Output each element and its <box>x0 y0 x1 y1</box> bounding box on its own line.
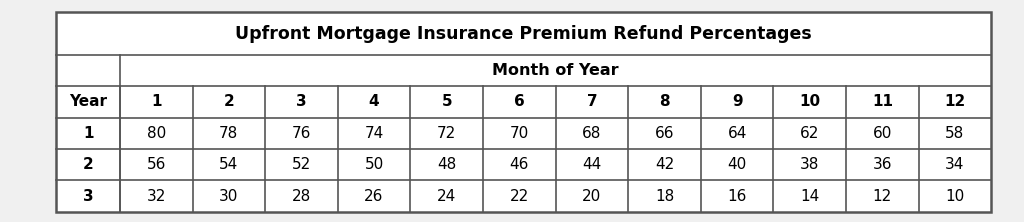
Text: 56: 56 <box>146 157 166 172</box>
Text: 2: 2 <box>223 94 234 109</box>
Text: 6: 6 <box>514 94 524 109</box>
Text: 70: 70 <box>510 126 528 141</box>
Text: 8: 8 <box>659 94 670 109</box>
Text: 1: 1 <box>83 126 93 141</box>
Text: 12: 12 <box>944 94 966 109</box>
Text: 9: 9 <box>732 94 742 109</box>
Text: 1: 1 <box>151 94 162 109</box>
Text: 66: 66 <box>654 126 674 141</box>
Text: 3: 3 <box>296 94 307 109</box>
Text: 62: 62 <box>800 126 819 141</box>
Text: 22: 22 <box>510 189 528 204</box>
Text: 10: 10 <box>945 189 965 204</box>
Text: 40: 40 <box>727 157 746 172</box>
Text: 34: 34 <box>945 157 965 172</box>
Text: 4: 4 <box>369 94 379 109</box>
Text: 14: 14 <box>800 189 819 204</box>
Text: 60: 60 <box>872 126 892 141</box>
Text: 26: 26 <box>365 189 384 204</box>
Text: 72: 72 <box>437 126 457 141</box>
Text: 28: 28 <box>292 189 311 204</box>
Text: 32: 32 <box>146 189 166 204</box>
Text: Year: Year <box>69 94 108 109</box>
Text: 44: 44 <box>583 157 601 172</box>
Text: 18: 18 <box>655 189 674 204</box>
Text: 36: 36 <box>872 157 892 172</box>
Text: 3: 3 <box>83 189 93 204</box>
Text: 74: 74 <box>365 126 384 141</box>
Text: 42: 42 <box>655 157 674 172</box>
Text: 50: 50 <box>365 157 384 172</box>
Text: Upfront Mortgage Insurance Premium Refund Percentages: Upfront Mortgage Insurance Premium Refun… <box>236 25 812 43</box>
Text: 54: 54 <box>219 157 239 172</box>
Text: 24: 24 <box>437 189 457 204</box>
Text: 46: 46 <box>510 157 529 172</box>
Text: 58: 58 <box>945 126 965 141</box>
Text: 16: 16 <box>727 189 746 204</box>
Bar <box>56 12 991 212</box>
Text: 30: 30 <box>219 189 239 204</box>
Text: 11: 11 <box>871 94 893 109</box>
Text: 5: 5 <box>441 94 452 109</box>
Text: 78: 78 <box>219 126 239 141</box>
Text: 52: 52 <box>292 157 311 172</box>
Text: 68: 68 <box>583 126 601 141</box>
Text: 20: 20 <box>583 189 601 204</box>
Text: 12: 12 <box>872 189 892 204</box>
Text: 10: 10 <box>799 94 820 109</box>
Text: 7: 7 <box>587 94 597 109</box>
Text: 64: 64 <box>727 126 746 141</box>
Text: 38: 38 <box>800 157 819 172</box>
Text: 2: 2 <box>83 157 93 172</box>
Text: 48: 48 <box>437 157 457 172</box>
Text: 80: 80 <box>146 126 166 141</box>
Text: 76: 76 <box>292 126 311 141</box>
Text: Month of Year: Month of Year <box>493 63 618 78</box>
